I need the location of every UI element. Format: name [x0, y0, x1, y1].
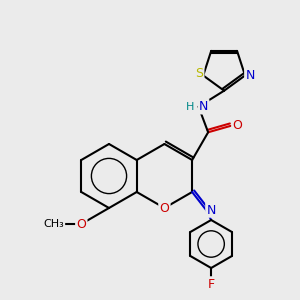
Text: H: H: [186, 102, 195, 112]
Text: CH₃: CH₃: [43, 219, 64, 229]
Text: O: O: [76, 218, 86, 230]
Text: N: N: [245, 69, 255, 82]
Text: F: F: [208, 278, 215, 290]
Text: N: N: [199, 100, 208, 113]
Text: O: O: [232, 119, 242, 132]
Text: N: N: [206, 203, 216, 217]
Text: S: S: [195, 67, 203, 80]
Text: O: O: [160, 202, 170, 214]
